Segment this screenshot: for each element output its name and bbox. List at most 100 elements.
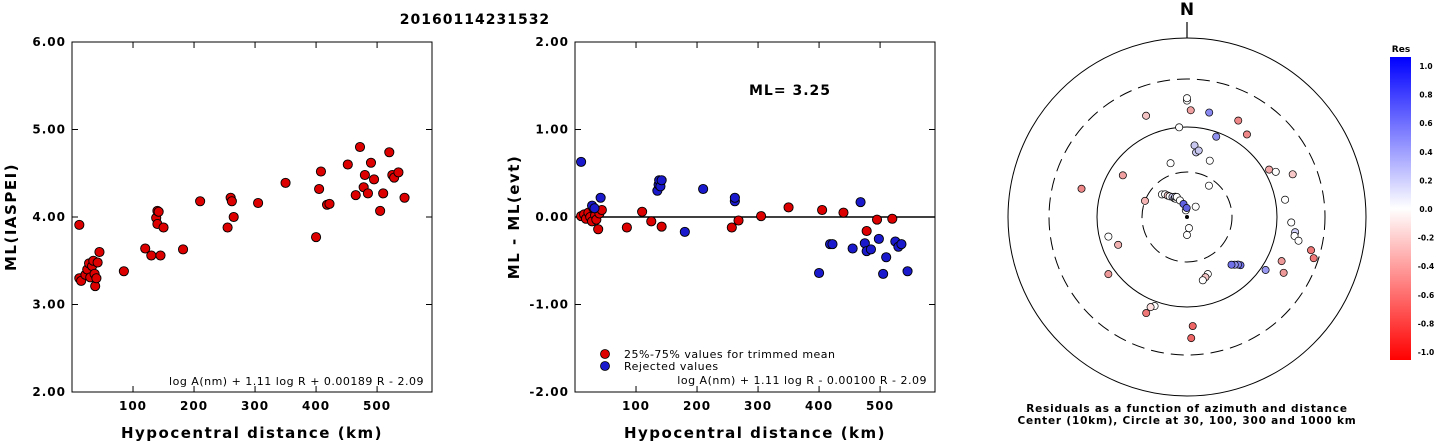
station-point — [1188, 322, 1197, 331]
polar-caption-line1: Residuals as a function of azimuth and d… — [1026, 403, 1348, 415]
left-formula: log A(nm) + 1.11 log R + 0.00189 R - 2.0… — [169, 375, 424, 388]
colorbar-title: Res — [1392, 45, 1410, 55]
north-label: N — [1180, 0, 1194, 20]
left-series0-point — [253, 197, 264, 209]
ring-100km — [1096, 126, 1278, 308]
left-series0-point — [324, 198, 335, 209]
mid-ytick-label: 2.00 — [535, 35, 569, 49]
ring-300km — [1048, 78, 1326, 356]
left-series0-point — [393, 167, 404, 178]
mid-series0-point — [887, 213, 898, 224]
left-series0-point — [280, 177, 291, 188]
left-series0-point — [311, 232, 322, 243]
left-series0-point — [378, 188, 389, 199]
colorbar-label: 0.2 — [1419, 176, 1432, 185]
left-series0-point — [315, 166, 326, 177]
colorbar-gradient — [1390, 57, 1411, 360]
station-point — [1279, 268, 1288, 277]
mid-xtick-label: 500 — [866, 399, 894, 413]
mid-series1-point — [679, 226, 690, 237]
figure-title: 20160114231532 — [400, 12, 550, 28]
colorbar-label: 1.0 — [1419, 62, 1432, 71]
station-point — [1277, 257, 1286, 266]
colorbar-labels: 1.0 0.8 0.6 0.4 0.2 0.0 -0.2 -0.4 -0.6 -0.8 -1.0 — [1418, 62, 1434, 357]
station-point — [1227, 260, 1236, 269]
station-point — [1142, 309, 1151, 318]
colorbar-label: -0.2 — [1418, 234, 1434, 243]
ml-annotation: ML= 3.25 — [749, 83, 831, 99]
mid-series1-point — [656, 175, 667, 186]
left-series0-point — [94, 246, 105, 258]
left-xtick-label: 500 — [363, 399, 391, 413]
mid-ytick-label: 0.00 — [535, 210, 569, 224]
legend-trimmed-marker — [600, 349, 610, 359]
left-series0-point — [368, 174, 380, 185]
left-x-axis-label: Hypocentral distance (km) — [121, 424, 383, 441]
colorbar-label: -1.0 — [1418, 348, 1434, 357]
mid-series0-point — [726, 222, 737, 233]
left-y-ticks: 2.00 3.00 4.00 5.00 6.00 — [32, 35, 432, 399]
mid-series1-point — [902, 266, 913, 277]
station-point — [1191, 202, 1200, 211]
left-ytick-label: 4.00 — [32, 210, 66, 224]
left-series0-point — [158, 222, 169, 233]
station-point — [1182, 204, 1191, 212]
station-point — [1114, 240, 1123, 249]
mid-x-ticks: 100 200 300 400 500 — [622, 42, 894, 413]
mid-series1-point — [698, 183, 709, 195]
colorbar-label: 0.8 — [1419, 91, 1432, 100]
station-point — [1118, 171, 1127, 180]
epicenter-marker — [1185, 215, 1189, 219]
left-xtick-label: 100 — [119, 399, 147, 413]
left-ytick-label: 6.00 — [32, 35, 66, 49]
left-series0-point — [146, 250, 157, 261]
left-series0-point — [399, 192, 410, 203]
station-point — [1294, 236, 1303, 245]
legend-trimmed-label: 25%-75% values for trimmed mean — [624, 348, 836, 361]
left-points — [74, 141, 410, 292]
mid-series0-point — [733, 215, 744, 226]
left-series0-point — [228, 211, 239, 223]
ring-30km — [1141, 171, 1233, 263]
left-ytick-label: 5.00 — [32, 123, 66, 137]
colorbar-label: 0.4 — [1419, 148, 1432, 157]
mid-series0-point — [656, 221, 667, 232]
left-series0-point — [226, 196, 237, 207]
ml-distance-chart: 2.00 3.00 4.00 5.00 6.00 100 200 300 400 500 Hyp… — [2, 35, 433, 442]
ring-1000km — [1007, 37, 1367, 397]
station-point — [1281, 195, 1290, 204]
mid-series1-point — [847, 243, 858, 254]
station-point — [1243, 130, 1251, 139]
mid-series1-point — [855, 197, 866, 208]
left-series0-point — [153, 206, 164, 217]
left-series0-point — [155, 250, 166, 261]
station-point — [1205, 108, 1214, 117]
station-point — [1212, 132, 1221, 141]
colorbar-label: 0.6 — [1419, 119, 1432, 128]
colorbar-label: -0.8 — [1418, 319, 1434, 328]
station-residual-points — [1077, 94, 1318, 343]
mid-series1-point — [589, 203, 600, 214]
mid-ytick-label: 1.00 — [535, 123, 569, 137]
colorbar-label: -0.6 — [1418, 291, 1434, 300]
residual-distance-chart: -2.00 -1.00 0.00 1.00 2.00 100 200 300 400 500 M… — [505, 35, 936, 442]
station-point — [1142, 111, 1151, 120]
station-point — [1288, 170, 1297, 179]
colorbar-label: -0.4 — [1418, 262, 1434, 271]
mid-ytick-label: -2.00 — [529, 385, 569, 399]
station-point — [1187, 334, 1196, 343]
mid-formula: log A(nm) + 1.11 log R - 0.00100 R - 2.0… — [677, 374, 927, 387]
station-point — [1309, 254, 1318, 263]
mid-series1-point — [595, 192, 606, 203]
station-point — [1271, 167, 1280, 176]
left-series0-point — [375, 205, 386, 216]
left-plot-frame — [71, 41, 433, 393]
mid-series0-point — [756, 211, 767, 222]
station-point — [1198, 276, 1207, 285]
left-series0-point — [314, 183, 325, 195]
mid-series0-point — [817, 204, 828, 216]
left-xtick-label: 400 — [302, 399, 330, 413]
mid-series1-point — [896, 239, 907, 250]
mid-series1-point — [873, 233, 884, 244]
mid-series0-point — [646, 216, 657, 227]
